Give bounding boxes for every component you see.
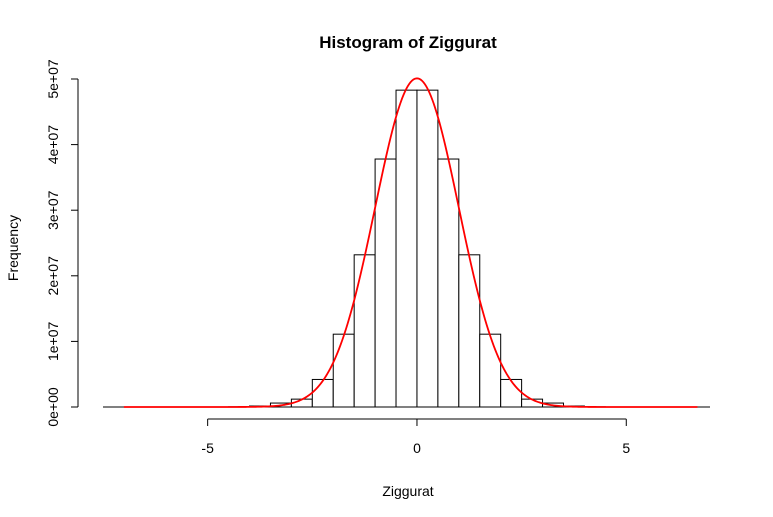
histogram-bar	[500, 378, 523, 408]
histogram-bar	[311, 378, 334, 408]
histogram-bar	[479, 333, 502, 408]
y-tick-label: 1e+07	[45, 322, 61, 362]
histogram-bar	[458, 254, 481, 408]
y-tick-label: 2e+07	[45, 256, 61, 296]
chart-title: Histogram of Ziggurat	[319, 33, 497, 52]
y-tick-label: 5e+07	[45, 59, 61, 99]
y-tick-label: 3e+07	[45, 190, 61, 230]
x-tick-label: 5	[622, 440, 630, 456]
histogram-bar	[353, 254, 376, 408]
y-tick-label: 4e+07	[45, 125, 61, 165]
x-axis-label: Ziggurat	[382, 483, 433, 499]
y-axis: 0e+00 1e+07 2e+07 3e+07 4e+07 5e+07	[45, 59, 79, 427]
histogram-bar	[416, 89, 439, 408]
x-tick-label: -5	[201, 440, 214, 456]
histogram-bar	[395, 89, 418, 408]
x-tick-label: 0	[413, 440, 421, 456]
y-axis-label: Frequency	[5, 215, 21, 281]
x-axis: -5 0 5	[201, 418, 630, 456]
bars-group	[228, 89, 606, 408]
density-curve	[123, 77, 698, 408]
histogram-bar	[332, 333, 355, 408]
y-tick-label: 0e+00	[45, 387, 61, 427]
